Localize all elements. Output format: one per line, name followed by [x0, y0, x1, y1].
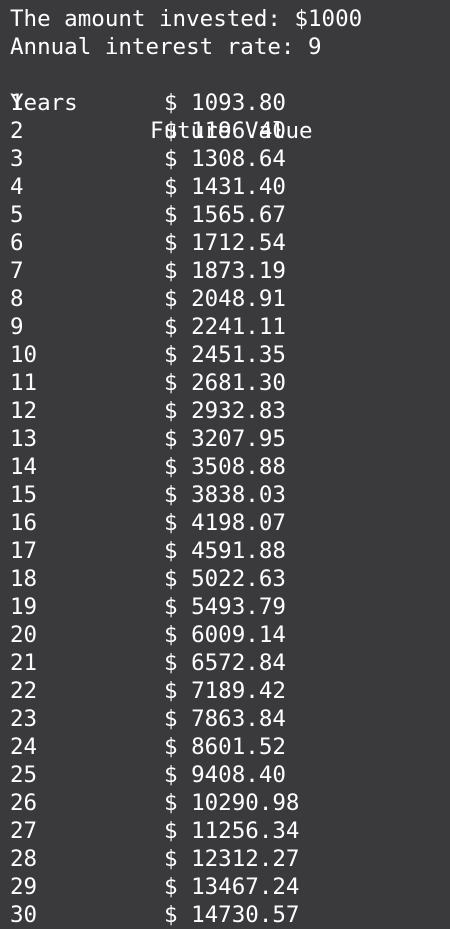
year-cell: 24	[10, 734, 38, 760]
future-value-cell: $ 4198.07	[164, 510, 286, 536]
table-row: 25 $ 9408.40	[0, 761, 450, 789]
table-row: 14 $ 3508.88	[0, 453, 450, 481]
table-row: 10 $ 2451.35	[0, 341, 450, 369]
table-row: 8 $ 2048.91	[0, 285, 450, 313]
year-cell: 11	[10, 370, 38, 396]
future-value-cell: $ 2932.83	[164, 398, 286, 424]
future-value-cell: $ 4591.88	[164, 538, 286, 564]
year-cell: 29	[10, 874, 38, 900]
future-value-cell: $ 1093.80	[164, 90, 286, 116]
table-row: 30 $ 14730.57	[0, 901, 450, 929]
table-row: 29 $ 13467.24	[0, 873, 450, 901]
table-row: 19 $ 5493.79	[0, 593, 450, 621]
table-row: 11 $ 2681.30	[0, 369, 450, 397]
year-cell: 18	[10, 566, 38, 592]
future-value-cell: $ 8601.52	[164, 734, 286, 760]
year-cell: 4	[10, 174, 24, 200]
year-cell: 16	[10, 510, 38, 536]
year-cell: 30	[10, 902, 38, 928]
future-value-cell: $ 1431.40	[164, 174, 286, 200]
table-row: 18 $ 5022.63	[0, 565, 450, 593]
table-row: 15 $ 3838.03	[0, 481, 450, 509]
table-row: 24 $ 8601.52	[0, 733, 450, 761]
table-row: 7 $ 1873.19	[0, 257, 450, 285]
future-value-cell: $ 12312.27	[164, 846, 300, 872]
table-row: 20 $ 6009.14	[0, 621, 450, 649]
future-value-cell: $ 7189.42	[164, 678, 286, 704]
table-row: 27 $ 11256.34	[0, 817, 450, 845]
year-cell: 15	[10, 482, 38, 508]
table-row: 13 $ 3207.95	[0, 425, 450, 453]
future-value-cell: $ 1565.67	[164, 202, 286, 228]
future-value-cell: $ 1196.40	[164, 118, 286, 144]
future-value-cell: $ 5022.63	[164, 566, 286, 592]
table-row: 1 $ 1093.80	[0, 89, 450, 117]
future-value-cell: $ 1712.54	[164, 230, 286, 256]
future-value-cell: $ 1308.64	[164, 146, 286, 172]
future-value-cell: $ 11256.34	[164, 818, 300, 844]
year-cell: 6	[10, 230, 24, 256]
table-row: 6 $ 1712.54	[0, 229, 450, 257]
table-row: 28 $ 12312.27	[0, 845, 450, 873]
future-value-cell: $ 3207.95	[164, 426, 286, 452]
future-value-cell: $ 5493.79	[164, 594, 286, 620]
interest-rate-line: Annual interest rate: 9	[10, 34, 322, 60]
year-cell: 22	[10, 678, 38, 704]
year-cell: 2	[10, 118, 24, 144]
year-cell: 27	[10, 818, 38, 844]
year-cell: 23	[10, 706, 38, 732]
table-row: 9 $ 2241.11	[0, 313, 450, 341]
future-value-cell: $ 2048.91	[164, 286, 286, 312]
future-value-cell: $ 13467.24	[164, 874, 300, 900]
future-value-cell: $ 6009.14	[164, 622, 286, 648]
year-cell: 10	[10, 342, 38, 368]
year-cell: 1	[10, 90, 24, 116]
year-cell: 8	[10, 286, 24, 312]
year-cell: 21	[10, 650, 38, 676]
future-value-cell: $ 2681.30	[164, 370, 286, 396]
year-cell: 9	[10, 314, 24, 340]
table-row: 12 $ 2932.83	[0, 397, 450, 425]
year-cell: 20	[10, 622, 38, 648]
table-row: 23 $ 7863.84	[0, 705, 450, 733]
future-value-cell: $ 3838.03	[164, 482, 286, 508]
table-header: Years Future Value	[0, 61, 450, 144]
future-value-cell: $ 14730.57	[164, 902, 300, 928]
table-row: 5 $ 1565.67	[0, 201, 450, 229]
table-row: 21 $ 6572.84	[0, 649, 450, 677]
table-row: 4 $ 1431.40	[0, 173, 450, 201]
year-cell: 19	[10, 594, 38, 620]
future-value-header: Future Value	[150, 118, 313, 144]
table-row: 3 $ 1308.64	[0, 145, 450, 173]
future-value-cell: $ 2241.11	[164, 314, 286, 340]
table-row: 22 $ 7189.42	[0, 677, 450, 705]
table-row: 26 $ 10290.98	[0, 789, 450, 817]
years-header: Years	[10, 90, 78, 116]
year-cell: 14	[10, 454, 38, 480]
year-cell: 28	[10, 846, 38, 872]
table-row: 17 $ 4591.88	[0, 537, 450, 565]
year-cell: 5	[10, 202, 24, 228]
future-value-cell: $ 3508.88	[164, 454, 286, 480]
future-value-cell: $ 9408.40	[164, 762, 286, 788]
year-cell: 12	[10, 398, 38, 424]
year-cell: 25	[10, 762, 38, 788]
year-cell: 3	[10, 146, 24, 172]
future-value-cell: $ 10290.98	[164, 790, 300, 816]
year-cell: 17	[10, 538, 38, 564]
table-row: 16 $ 4198.07	[0, 509, 450, 537]
year-cell: 13	[10, 426, 38, 452]
future-value-cell: $ 1873.19	[164, 258, 286, 284]
future-value-cell: $ 6572.84	[164, 650, 286, 676]
table-row: 2 $ 1196.40	[0, 117, 450, 145]
future-value-cell: $ 2451.35	[164, 342, 286, 368]
year-cell: 7	[10, 258, 24, 284]
future-value-cell: $ 7863.84	[164, 706, 286, 732]
year-cell: 26	[10, 790, 38, 816]
amount-invested-line: The amount invested: $1000	[10, 6, 363, 32]
